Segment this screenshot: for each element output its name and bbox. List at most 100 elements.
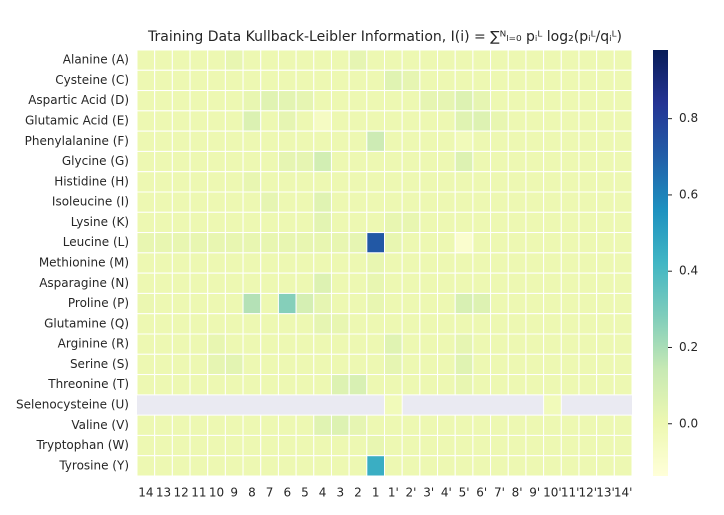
cell — [578, 69, 598, 92]
cell — [154, 49, 173, 71]
cell — [437, 333, 456, 355]
cell — [224, 292, 244, 315]
x-tick-label: 4 — [319, 486, 327, 500]
cell — [207, 191, 226, 213]
cell — [136, 292, 156, 315]
cell — [189, 211, 209, 234]
cell — [507, 455, 527, 477]
cell — [242, 252, 262, 274]
cell — [330, 374, 350, 396]
cell — [260, 292, 279, 315]
cell — [277, 110, 297, 132]
cell — [578, 90, 598, 112]
cell — [348, 130, 368, 152]
cell — [260, 150, 279, 173]
cell — [578, 414, 598, 436]
cell — [560, 252, 580, 274]
y-tick-label: Threonine (T) — [47, 377, 129, 391]
cell — [437, 455, 456, 477]
cell — [578, 211, 598, 234]
cell — [313, 49, 332, 71]
cell — [490, 313, 509, 335]
cell — [171, 252, 191, 274]
cell — [543, 90, 562, 112]
cell — [596, 150, 615, 173]
cell — [507, 69, 527, 92]
cell — [419, 252, 439, 274]
cell — [154, 374, 173, 396]
cell — [348, 49, 368, 71]
cell — [507, 49, 527, 71]
cell — [454, 110, 474, 132]
cell — [437, 69, 456, 92]
cell — [507, 252, 527, 274]
cell — [330, 69, 350, 92]
cell — [171, 353, 191, 376]
cell — [419, 455, 439, 477]
cell — [419, 414, 439, 436]
cell — [295, 211, 315, 234]
cell — [384, 394, 403, 416]
cell — [366, 272, 386, 294]
cell — [313, 455, 332, 477]
cell — [277, 272, 297, 294]
cell — [171, 414, 191, 436]
cell — [313, 313, 332, 335]
cell — [136, 414, 156, 436]
x-tick-label: 7' — [494, 486, 505, 500]
cell — [472, 434, 492, 457]
cell — [543, 171, 562, 193]
cell — [437, 49, 456, 71]
cell — [260, 110, 279, 132]
cell — [136, 374, 156, 396]
cell — [384, 150, 403, 173]
cell — [154, 232, 173, 254]
cell — [490, 49, 509, 71]
cell — [543, 49, 562, 71]
cell — [596, 272, 615, 294]
cell — [154, 434, 173, 457]
cell — [384, 455, 403, 477]
cell — [419, 211, 439, 234]
cell — [543, 455, 562, 477]
cell — [490, 191, 509, 213]
cell — [490, 90, 509, 112]
cell — [578, 191, 598, 213]
cell — [472, 232, 492, 254]
cell — [472, 374, 492, 396]
cell — [543, 353, 562, 376]
cell — [171, 211, 191, 234]
cell — [525, 434, 545, 457]
cell — [348, 313, 368, 335]
cell — [578, 333, 598, 355]
cell — [277, 49, 297, 71]
cell — [472, 272, 492, 294]
cell — [136, 191, 156, 213]
cell — [154, 292, 173, 315]
cell — [401, 211, 421, 234]
cell — [472, 171, 492, 193]
cell — [277, 130, 297, 152]
cell — [578, 252, 598, 274]
cell — [295, 49, 315, 71]
cell — [578, 313, 598, 335]
cell — [419, 130, 439, 152]
cell — [613, 191, 633, 213]
cell — [330, 353, 350, 376]
cell — [560, 171, 580, 193]
cell — [578, 150, 598, 173]
cell — [596, 252, 615, 274]
cell — [596, 455, 615, 477]
cell — [277, 353, 297, 376]
cell — [313, 90, 332, 112]
y-tick-label: Histidine (H) — [54, 174, 129, 188]
cell — [454, 191, 474, 213]
cell — [472, 191, 492, 213]
cell — [154, 191, 173, 213]
cell — [154, 90, 173, 112]
cell — [313, 353, 332, 376]
cell — [330, 292, 350, 315]
cell — [419, 150, 439, 173]
cell — [224, 333, 244, 355]
